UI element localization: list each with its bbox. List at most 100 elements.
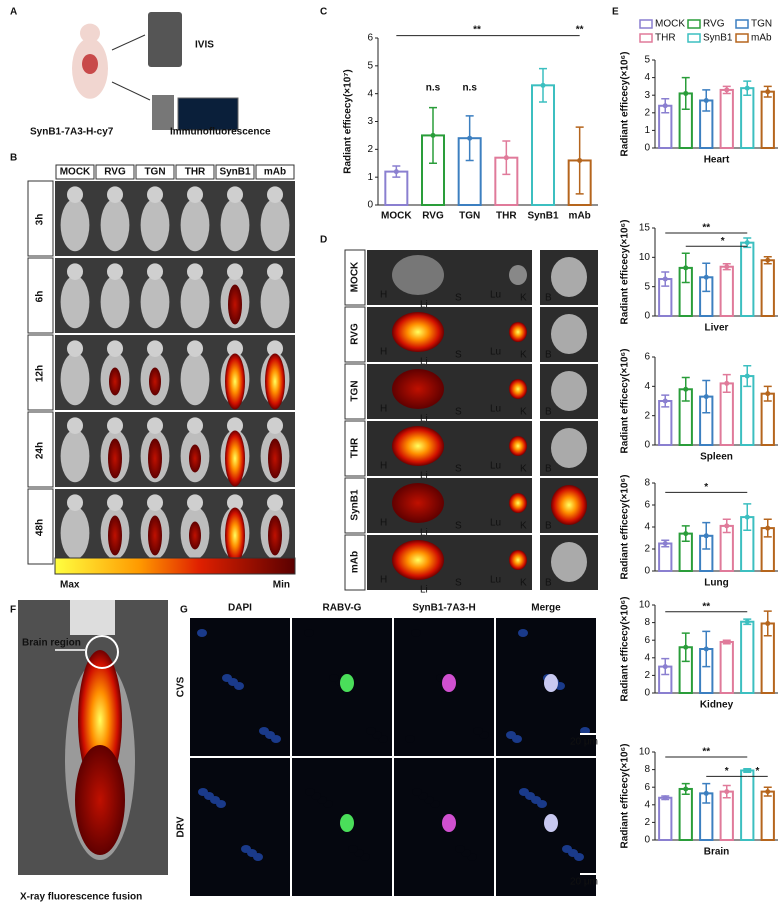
organ-label: Li (420, 528, 428, 539)
organ-label: Lu (490, 347, 501, 358)
mean-dot (703, 790, 709, 796)
organ-label: S (455, 464, 462, 475)
monitor (177, 97, 239, 131)
organ-label: Li (420, 471, 428, 482)
panel-letter: A (10, 7, 17, 18)
y-tick-label: 10 (639, 600, 651, 611)
bar (719, 88, 734, 149)
mouse-head (227, 494, 243, 511)
column-header-box (175, 164, 215, 180)
mean-dot (662, 795, 668, 801)
mean-dot (540, 82, 546, 88)
cell (519, 788, 529, 796)
mouse-head (227, 340, 243, 357)
row-label-box (27, 488, 54, 565)
colorbar (54, 557, 296, 575)
image-cell (55, 412, 295, 487)
mouse-body (180, 352, 210, 406)
row-label-box (344, 249, 366, 306)
mean-dot (765, 391, 771, 397)
organ-label: Lu (490, 461, 501, 472)
organ-label: Lu (490, 518, 501, 529)
organ-label: Lu (490, 290, 501, 301)
legend-swatch (735, 19, 749, 29)
row-label-box (344, 534, 366, 591)
signal (265, 353, 285, 410)
mean-dot (724, 264, 730, 270)
organ-label: B (545, 464, 552, 475)
signal-cell (340, 674, 354, 692)
y-tick-label: 4 (644, 522, 650, 533)
row-label: 3h (35, 214, 46, 226)
liver (392, 369, 444, 409)
panel-letter: D (320, 235, 327, 246)
mouse-body (100, 275, 130, 329)
cell (412, 788, 422, 796)
mouse-body (180, 198, 210, 252)
legend-label: THR (655, 33, 676, 44)
column-header: RABV-G (323, 603, 362, 614)
row-label-box (27, 411, 54, 488)
signal (148, 515, 162, 556)
mean-dot (430, 132, 436, 138)
organ-label: Li (420, 357, 428, 368)
annotation: ** (702, 747, 710, 758)
mouse-body (140, 198, 170, 252)
row-label: MOCK (350, 261, 361, 292)
liver (392, 255, 444, 295)
legend-label: MOCK (655, 19, 685, 30)
brain (551, 314, 587, 354)
label: Max (60, 580, 80, 591)
x-axis-label: Heart (704, 155, 730, 166)
x-tick-label: TGN (459, 211, 480, 222)
y-tick-label: 0 (644, 440, 650, 451)
mouse-body (60, 429, 90, 483)
mouse-body (260, 275, 290, 329)
organ-label: S (455, 407, 462, 418)
cell (506, 731, 516, 739)
x-axis-label: Liver (705, 323, 729, 334)
cell (562, 845, 572, 853)
cell (198, 788, 208, 796)
organ-label: B (545, 293, 552, 304)
bar (760, 90, 775, 149)
y-tick-label: 10 (639, 252, 651, 263)
bar (531, 84, 555, 206)
mean-dot (765, 525, 771, 531)
row-label-box (344, 363, 366, 420)
brain-circle (85, 635, 119, 669)
mean-dot (744, 514, 750, 520)
x-axis-label: Kidney (700, 700, 734, 711)
y-tick-label: 3 (367, 116, 373, 127)
brain (551, 371, 587, 411)
image-cell (55, 489, 295, 564)
y-axis-label: Radiant efficecy(×10⁶) (620, 220, 631, 325)
scale-bar-label: 20 μm (570, 877, 598, 888)
cell (455, 845, 465, 853)
mouse-head (107, 263, 123, 280)
y-tick-label: 8 (644, 617, 650, 628)
organ-label: B (545, 578, 552, 589)
organ-label: K (520, 350, 527, 361)
signal-cell (442, 814, 456, 832)
cell (411, 629, 421, 637)
mouse-head (67, 417, 83, 434)
bar (719, 790, 734, 841)
legend-swatch (639, 19, 653, 29)
y-tick-label: 4 (644, 72, 650, 83)
mean-dot (683, 265, 689, 271)
y-tick-label: 4 (367, 88, 373, 99)
row-label: SynB1 (350, 489, 361, 521)
y-tick-label: 4 (644, 652, 650, 663)
signal (108, 438, 122, 479)
y-tick-label: 0 (644, 143, 650, 154)
x-axis-label: Spleen (700, 452, 733, 463)
bar (740, 620, 755, 694)
cell (241, 845, 251, 853)
bar (740, 769, 755, 841)
mouse-head (267, 494, 283, 511)
bar (678, 787, 693, 842)
mouse-head (267, 263, 283, 280)
mouse-head (80, 23, 100, 43)
